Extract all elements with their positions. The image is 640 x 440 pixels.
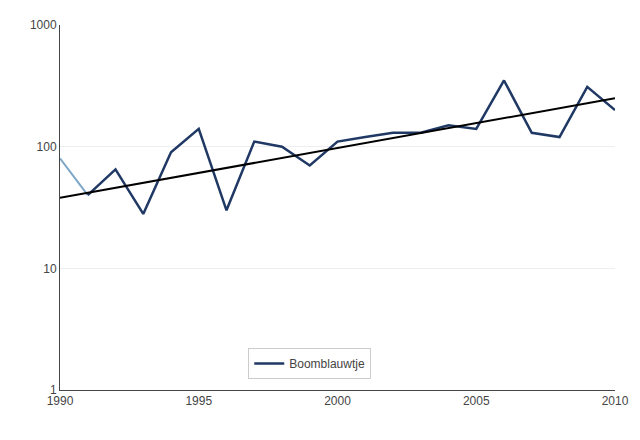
svg-text:10: 10 xyxy=(43,262,57,276)
svg-text:2005: 2005 xyxy=(463,394,490,408)
svg-text:2000: 2000 xyxy=(324,394,351,408)
svg-text:Boomblauwtje: Boomblauwtje xyxy=(289,357,365,371)
svg-text:100: 100 xyxy=(37,140,57,154)
svg-text:1000: 1000 xyxy=(30,18,57,32)
svg-text:1990: 1990 xyxy=(47,394,74,408)
svg-text:1995: 1995 xyxy=(185,394,212,408)
svg-text:1: 1 xyxy=(50,383,57,397)
svg-text:2010: 2010 xyxy=(602,394,629,408)
